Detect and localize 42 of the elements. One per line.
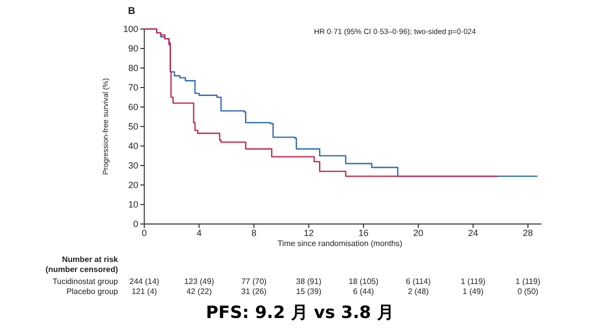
text: 244 (14) [129,277,160,286]
text: 121 (4) [132,287,158,296]
y-tick-label: 50 [128,122,138,132]
text: B [128,6,136,17]
x-tick-label: 28 [522,228,533,238]
y-tick-label: 10 [128,200,138,210]
text: 2 (48) [408,287,430,296]
x-tick-label: 4 [196,228,202,238]
y-tick-label: 70 [128,82,138,92]
text: 18 (105) [348,277,379,286]
x-tick-label: 20 [413,228,424,238]
text: 38 (91) [296,277,322,286]
text: Tucidinostat group [52,277,119,286]
y-tick-label: 0 [133,219,138,229]
y-tick-label: 100 [123,24,138,34]
x-axis-title: Time since randomisation (months) [278,239,403,248]
x-tick-label: 0 [142,228,147,238]
y-tick-label: 40 [128,141,138,151]
text: 1 (119) [460,277,486,286]
y-tick-label: 90 [128,44,138,54]
text: 1 (119) [516,277,541,286]
x-tick-label: 8 [251,228,256,238]
text: 6 (114) [406,277,432,286]
text: Placebo group [66,287,119,296]
text: 123 (49) [184,277,214,286]
text: 15 (39) [296,287,322,296]
text: 0 (50) [517,287,539,296]
x-tick-label: 16 [358,228,369,238]
text: 6 (44) [353,287,374,296]
y-tick-label: 60 [128,102,138,112]
text: PFS: 9.2 月 vs 3.8 月 [206,303,394,323]
text: Number at risk [62,255,119,264]
text: 42 (22) [186,287,212,296]
y-tick-label: 80 [128,63,138,73]
text: 31 (26) [241,287,267,296]
text: 77 (70) [241,277,267,286]
text: (number censored) [46,265,118,274]
y-tick-label: 20 [128,180,138,190]
x-tick-label: 24 [468,228,478,238]
text: 1 (49) [462,287,484,296]
x-tick-label: 12 [304,228,314,238]
y-tick-label: 30 [128,160,138,170]
